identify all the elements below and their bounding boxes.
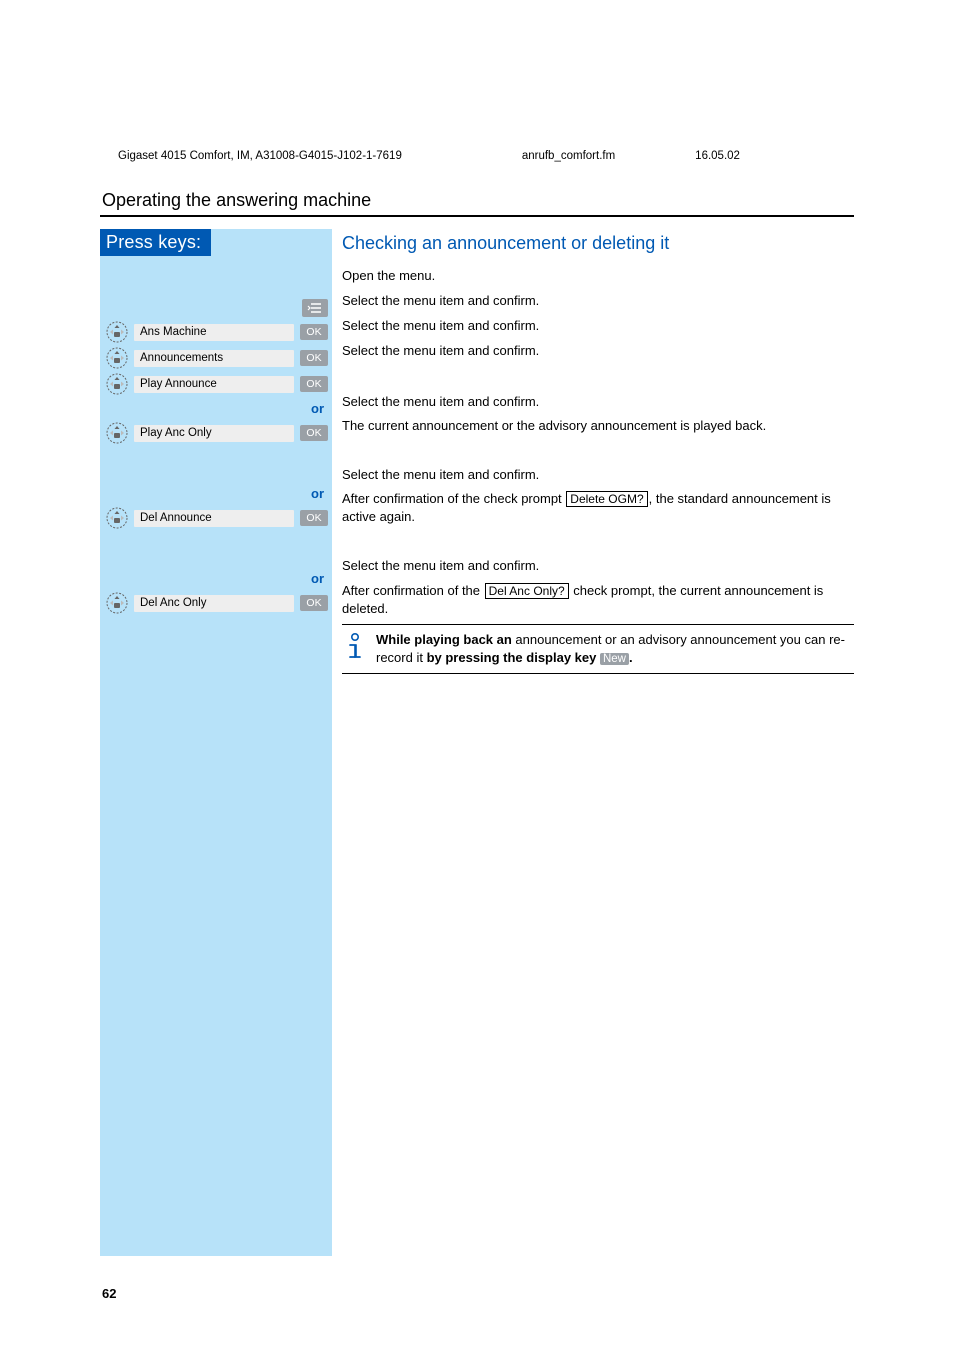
- key-row-play-anc-only: Play Anc Only OK: [100, 420, 332, 446]
- text-prefix: After confirmation of the check prompt: [342, 491, 565, 506]
- keys-panel: Press keys:: [100, 229, 332, 1256]
- instruction-select-2: Select the menu item and confirm.: [342, 316, 854, 335]
- menu-item-ans-machine[interactable]: Ans Machine: [134, 324, 294, 341]
- dpad-icon[interactable]: [106, 422, 128, 444]
- section-title: Operating the answering machine: [100, 190, 854, 217]
- instruction-open-menu: Open the menu.: [342, 266, 854, 285]
- display-key-new[interactable]: New: [600, 653, 629, 665]
- ok-button[interactable]: OK: [300, 425, 328, 441]
- key-row-announcements: Announcements OK: [100, 345, 332, 371]
- ok-button[interactable]: OK: [300, 350, 328, 366]
- key-row-ans-machine: Ans Machine OK: [100, 319, 332, 345]
- instruction-delete-ogm: After confirmation of the check prompt D…: [342, 490, 854, 526]
- dpad-icon[interactable]: [106, 347, 128, 369]
- dpad-icon[interactable]: [106, 321, 128, 343]
- menu-item-del-announce[interactable]: Del Announce: [134, 510, 294, 527]
- menu-item-play-anc-only[interactable]: Play Anc Only: [134, 425, 294, 442]
- page-number: 62: [100, 1286, 854, 1301]
- doc-header-right: 16.05.02: [695, 150, 740, 162]
- info-bold-2: by pressing the display key: [427, 650, 600, 665]
- dpad-icon[interactable]: [106, 373, 128, 395]
- ok-button[interactable]: OK: [300, 324, 328, 340]
- menu-item-announcements[interactable]: Announcements: [134, 350, 294, 367]
- text-prefix: After confirmation of the: [342, 583, 484, 598]
- menu-item-play-announce[interactable]: Play Announce: [134, 376, 294, 393]
- instruction-select-1: Select the menu item and confirm.: [342, 291, 854, 310]
- key-row-del-announce: Del Announce OK: [100, 505, 332, 531]
- info-text: While playing back an announcement or an…: [376, 631, 852, 667]
- dpad-icon[interactable]: [106, 507, 128, 529]
- menu-item-del-anc-only[interactable]: Del Anc Only: [134, 595, 294, 612]
- or-label: or: [100, 567, 332, 590]
- or-label: or: [100, 397, 332, 420]
- instruction-select-6: Select the menu item and confirm.: [342, 557, 854, 576]
- doc-header-middle: anrufb_comfort.fm: [522, 150, 615, 162]
- menu-icon[interactable]: [302, 299, 328, 317]
- instruction-select-5: Select the menu item and confirm.: [342, 465, 854, 484]
- info-note: While playing back an announcement or an…: [342, 624, 854, 674]
- info-bold-1: While playing back an: [376, 632, 512, 647]
- doc-header: Gigaset 4015 Comfort, IM, A31008-G4015-J…: [100, 150, 854, 162]
- ok-button[interactable]: OK: [300, 510, 328, 526]
- instruction-select-4: Select the menu item and confirm.: [342, 392, 854, 411]
- press-keys-label: Press keys:: [100, 229, 211, 256]
- instructions-panel: Checking an announcement or deleting it …: [332, 229, 854, 674]
- instruction-del-anc: After confirmation of the Del Anc Only? …: [342, 582, 854, 618]
- instruction-select-3: Select the menu item and confirm.: [342, 341, 854, 360]
- key-row-play-announce: Play Announce OK: [100, 371, 332, 397]
- or-label: or: [100, 482, 332, 505]
- instruction-played-back: The current announcement or the advisory…: [342, 417, 854, 435]
- key-row-del-anc-only: Del Anc Only OK: [100, 590, 332, 616]
- info-trail: .: [629, 650, 633, 665]
- key-row-menu: [100, 296, 332, 319]
- prompt-delete-ogm: Delete OGM?: [566, 491, 647, 507]
- prompt-del-anc-only: Del Anc Only?: [485, 583, 569, 599]
- dpad-icon[interactable]: [106, 592, 128, 614]
- ok-button[interactable]: OK: [300, 376, 328, 392]
- info-icon: [344, 631, 366, 667]
- doc-header-left: Gigaset 4015 Comfort, IM, A31008-G4015-J…: [118, 150, 402, 162]
- subsection-title: Checking an announcement or deleting it: [342, 233, 854, 254]
- ok-button[interactable]: OK: [300, 595, 328, 611]
